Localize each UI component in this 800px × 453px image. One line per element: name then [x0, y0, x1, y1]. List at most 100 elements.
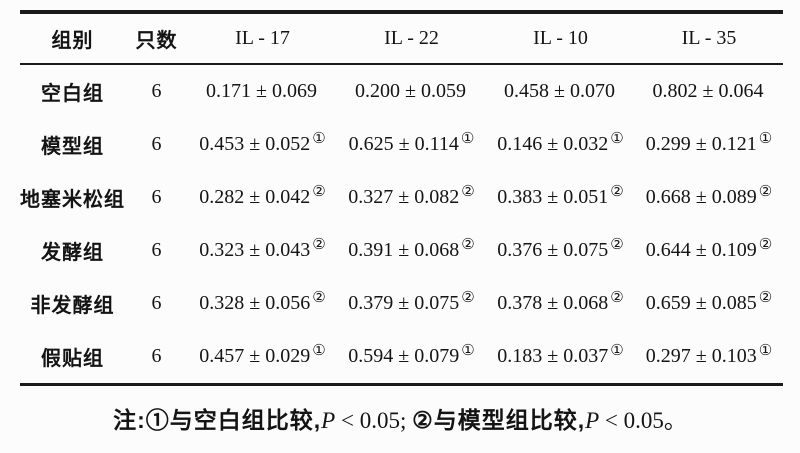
data-table: 组别 只数 IL - 17 IL - 22 IL - 10 IL - 35 空白…: [20, 10, 783, 386]
significance-mark: ①: [461, 341, 475, 359]
significance-mark: ①: [758, 129, 773, 147]
sample-count: 6: [151, 345, 162, 367]
p-symbol: P: [321, 408, 336, 433]
il10-cell: 0.183 ± 0.037 ①: [486, 343, 635, 368]
footnote-segment-2: ②与模型组比较,: [412, 407, 586, 433]
value-text: 0.458 ± 0.070: [504, 80, 615, 102]
value-text: 0.594 ± 0.079: [348, 345, 460, 367]
value-text: 0.453 ± 0.052: [199, 133, 311, 155]
significance-mark: ①: [758, 341, 773, 359]
value-text: 0.200 ± 0.059: [355, 80, 466, 102]
il17-cell: 0.282 ± 0.042 ②: [188, 184, 337, 209]
group-name: 模型组: [41, 136, 104, 158]
value-text: 0.644 ± 0.109: [645, 239, 757, 261]
table-row: 空白组 6 0.171 ± 0.069 0.200 ± 0.059 0.458 …: [20, 65, 783, 118]
significance-mark: ②: [758, 288, 773, 306]
il22-cell: 0.327 ± 0.082 ②: [337, 184, 486, 209]
group-name: 非发酵组: [30, 295, 115, 317]
value-text: 0.457 ± 0.029: [199, 345, 311, 367]
significance-mark: ①: [610, 341, 624, 359]
il35-cell: 0.668 ± 0.089 ②: [635, 184, 783, 209]
significance-mark: ②: [312, 235, 326, 253]
il35-cell: 0.802 ± 0.064: [635, 80, 783, 103]
value-text: 0.378 ± 0.068: [497, 292, 609, 314]
value-text: 0.379 ± 0.075: [348, 292, 460, 314]
header-il35: IL - 35: [681, 27, 737, 49]
value-text: 0.376 ± 0.075: [497, 239, 609, 261]
il35-cell: 0.644 ± 0.109 ②: [635, 237, 783, 262]
significance-mark: ②: [312, 288, 326, 306]
sample-count: 6: [151, 239, 162, 261]
table-row: 模型组 6 0.453 ± 0.052 ① 0.625 ± 0.114 ① 0.14…: [20, 118, 783, 171]
il35-cell: 0.299 ± 0.121 ①: [635, 131, 783, 156]
significance-mark: ②: [461, 288, 475, 306]
sample-count: 6: [151, 133, 162, 155]
il10-cell: 0.146 ± 0.032 ①: [486, 131, 635, 156]
significance-mark: ②: [758, 182, 773, 200]
value-text: 0.299 ± 0.121: [645, 133, 757, 155]
significance-mark: ②: [610, 182, 624, 200]
value-text: 0.323 ± 0.043: [199, 239, 311, 261]
il22-cell: 0.625 ± 0.114 ①: [337, 131, 486, 156]
header-il10: IL - 10: [533, 27, 588, 49]
il35-cell: 0.297 ± 0.103 ①: [635, 343, 783, 368]
value-text: 0.327 ± 0.082: [348, 186, 460, 208]
il22-cell: 0.200 ± 0.059: [337, 80, 486, 103]
value-text: 0.383 ± 0.051: [497, 186, 609, 208]
significance-mark: ②: [610, 235, 624, 253]
footnote-segment-1: ①与空白组比较,: [145, 407, 322, 433]
il22-cell: 0.391 ± 0.068 ②: [337, 237, 486, 262]
group-name: 空白组: [41, 83, 104, 105]
table-row: 地塞米松组 6 0.282 ± 0.042 ② 0.327 ± 0.082 ② 0.…: [20, 171, 783, 224]
value-text: 0.183 ± 0.037: [497, 345, 609, 367]
value-text: 0.297 ± 0.103: [645, 345, 757, 367]
significance-mark: ①: [312, 341, 326, 359]
table-top-rule: [20, 10, 783, 14]
group-name: 假贴组: [41, 348, 104, 370]
significance-mark: ②: [758, 235, 773, 253]
il17-cell: 0.457 ± 0.029 ①: [188, 343, 337, 368]
p-threshold-1: < 0.05;: [335, 408, 413, 433]
sample-count: 6: [151, 186, 162, 208]
il17-cell: 0.328 ± 0.056 ②: [188, 290, 337, 315]
il10-cell: 0.378 ± 0.068 ②: [486, 290, 635, 315]
group-name: 发酵组: [41, 242, 104, 264]
p-threshold-2: < 0.05。: [599, 408, 687, 433]
footnote-label: 注:: [113, 407, 146, 433]
value-text: 0.146 ± 0.032: [497, 133, 609, 155]
significance-mark: ①: [610, 129, 624, 147]
significance-mark: ②: [461, 182, 475, 200]
significance-mark: ②: [461, 235, 475, 253]
significance-mark: ②: [610, 288, 624, 306]
value-text: 0.668 ± 0.089: [645, 186, 757, 208]
table-row: 发酵组 6 0.323 ± 0.043 ② 0.391 ± 0.068 ② 0.37…: [20, 224, 783, 277]
il17-cell: 0.453 ± 0.052 ①: [188, 131, 337, 156]
table-row: 假贴组 6 0.457 ± 0.029 ① 0.594 ± 0.079 ① 0.18…: [20, 330, 783, 383]
p-symbol: P: [585, 408, 600, 433]
il35-cell: 0.659 ± 0.085 ②: [635, 290, 783, 315]
header-group: 组别: [51, 30, 94, 52]
il10-cell: 0.376 ± 0.075 ②: [486, 237, 635, 262]
significance-mark: ②: [312, 182, 326, 200]
header-il17: IL - 17: [235, 27, 290, 49]
header-count: 只数: [135, 30, 178, 52]
table-header-rule: [20, 63, 783, 65]
sample-count: 6: [151, 292, 162, 314]
table-footnote: 注:①与空白组比较,P < 0.05; ②与模型组比较,P < 0.05。: [0, 401, 800, 435]
il22-cell: 0.379 ± 0.075 ②: [337, 290, 486, 315]
value-text: 0.659 ± 0.085: [645, 292, 757, 314]
sample-count: 6: [151, 80, 162, 102]
table-header-row: 组别 只数 IL - 17 IL - 22 IL - 10 IL - 35: [20, 14, 783, 63]
table-bottom-rule: [20, 383, 783, 386]
value-text: 0.625 ± 0.114: [348, 133, 459, 155]
significance-mark: ①: [312, 129, 326, 147]
value-text: 0.328 ± 0.056: [199, 292, 311, 314]
value-text: 0.802 ± 0.064: [652, 80, 764, 102]
value-text: 0.282 ± 0.042: [199, 186, 311, 208]
table-row: 非发酵组 6 0.328 ± 0.056 ② 0.379 ± 0.075 ② 0.3…: [20, 277, 783, 330]
group-name: 地塞米松组: [20, 189, 125, 211]
significance-mark: ①: [460, 129, 475, 147]
value-text: 0.171 ± 0.069: [206, 80, 317, 102]
il17-cell: 0.171 ± 0.069: [188, 80, 337, 103]
